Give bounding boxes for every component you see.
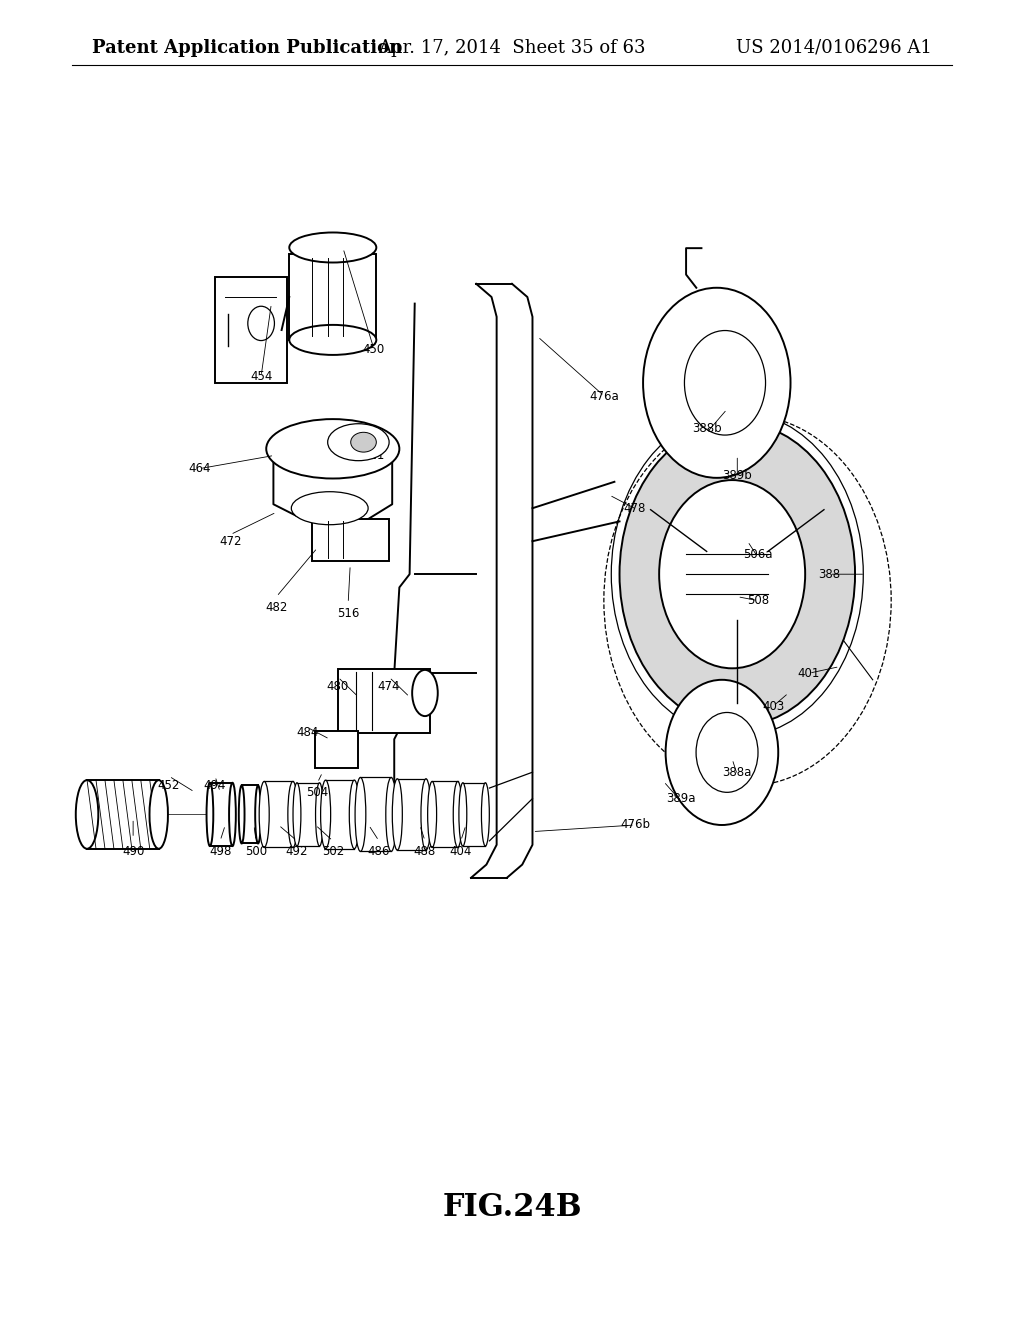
Text: 389b: 389b [722,469,753,482]
Text: 492: 492 [286,845,308,858]
Ellipse shape [239,785,245,843]
Ellipse shape [392,779,402,850]
Text: 388b: 388b [692,422,721,436]
Text: 480: 480 [327,680,349,693]
Text: 472: 472 [219,535,242,548]
Text: 464: 464 [188,462,211,475]
Circle shape [643,288,791,478]
Circle shape [659,480,805,668]
Ellipse shape [290,232,377,263]
Ellipse shape [290,325,377,355]
Text: 476b: 476b [620,818,650,832]
Circle shape [666,680,778,825]
Ellipse shape [292,492,369,525]
Circle shape [248,306,274,341]
Text: 404: 404 [450,845,472,858]
Ellipse shape [315,783,324,846]
Text: 484: 484 [296,726,318,739]
Ellipse shape [328,424,389,461]
Text: 389a: 389a [667,792,695,805]
Circle shape [684,330,766,436]
Ellipse shape [355,777,366,851]
Text: 508: 508 [746,594,769,607]
Text: 403: 403 [762,700,784,713]
Text: FIG.24B: FIG.24B [442,1192,582,1224]
Text: 488: 488 [414,845,436,858]
Text: 474: 474 [378,680,400,693]
Text: 498: 498 [209,845,231,858]
Ellipse shape [481,783,489,846]
Text: US 2014/0106296 A1: US 2014/0106296 A1 [736,38,932,57]
Text: 500: 500 [245,845,267,858]
Ellipse shape [386,777,396,851]
Ellipse shape [350,433,377,451]
Ellipse shape [288,781,298,847]
Ellipse shape [266,418,399,479]
Text: Apr. 17, 2014  Sheet 35 of 63: Apr. 17, 2014 Sheet 35 of 63 [378,38,646,57]
Text: 452: 452 [158,779,180,792]
Ellipse shape [207,783,213,846]
Bar [312,519,389,561]
Text: 506a: 506a [743,548,772,561]
Ellipse shape [321,780,331,849]
Ellipse shape [150,780,168,849]
Text: 504: 504 [306,785,329,799]
Text: 486: 486 [368,845,390,858]
Text: 494: 494 [204,779,226,792]
Circle shape [696,713,758,792]
Ellipse shape [421,779,431,850]
Bar [338,669,430,733]
Ellipse shape [428,781,436,847]
Text: 401: 401 [798,667,820,680]
Ellipse shape [349,780,359,849]
Text: Patent Application Publication: Patent Application Publication [92,38,402,57]
Circle shape [620,422,855,726]
Text: 388: 388 [818,568,841,581]
Ellipse shape [259,781,269,847]
Text: 482: 482 [265,601,288,614]
Bar [315,731,358,768]
Text: 521: 521 [362,449,385,462]
Text: 454: 454 [250,370,272,383]
Text: 516: 516 [337,607,359,620]
Ellipse shape [76,780,98,849]
FancyBboxPatch shape [215,277,287,383]
Ellipse shape [255,785,261,843]
Text: 388a: 388a [723,766,752,779]
Bar [290,253,377,339]
Text: 450: 450 [362,343,385,356]
Ellipse shape [459,783,467,846]
Ellipse shape [454,781,462,847]
Ellipse shape [293,783,301,846]
Text: 490: 490 [122,845,144,858]
Ellipse shape [412,671,438,715]
Text: 476a: 476a [589,389,620,403]
Ellipse shape [229,783,236,846]
Text: 502: 502 [322,845,344,858]
Text: 478: 478 [624,502,646,515]
